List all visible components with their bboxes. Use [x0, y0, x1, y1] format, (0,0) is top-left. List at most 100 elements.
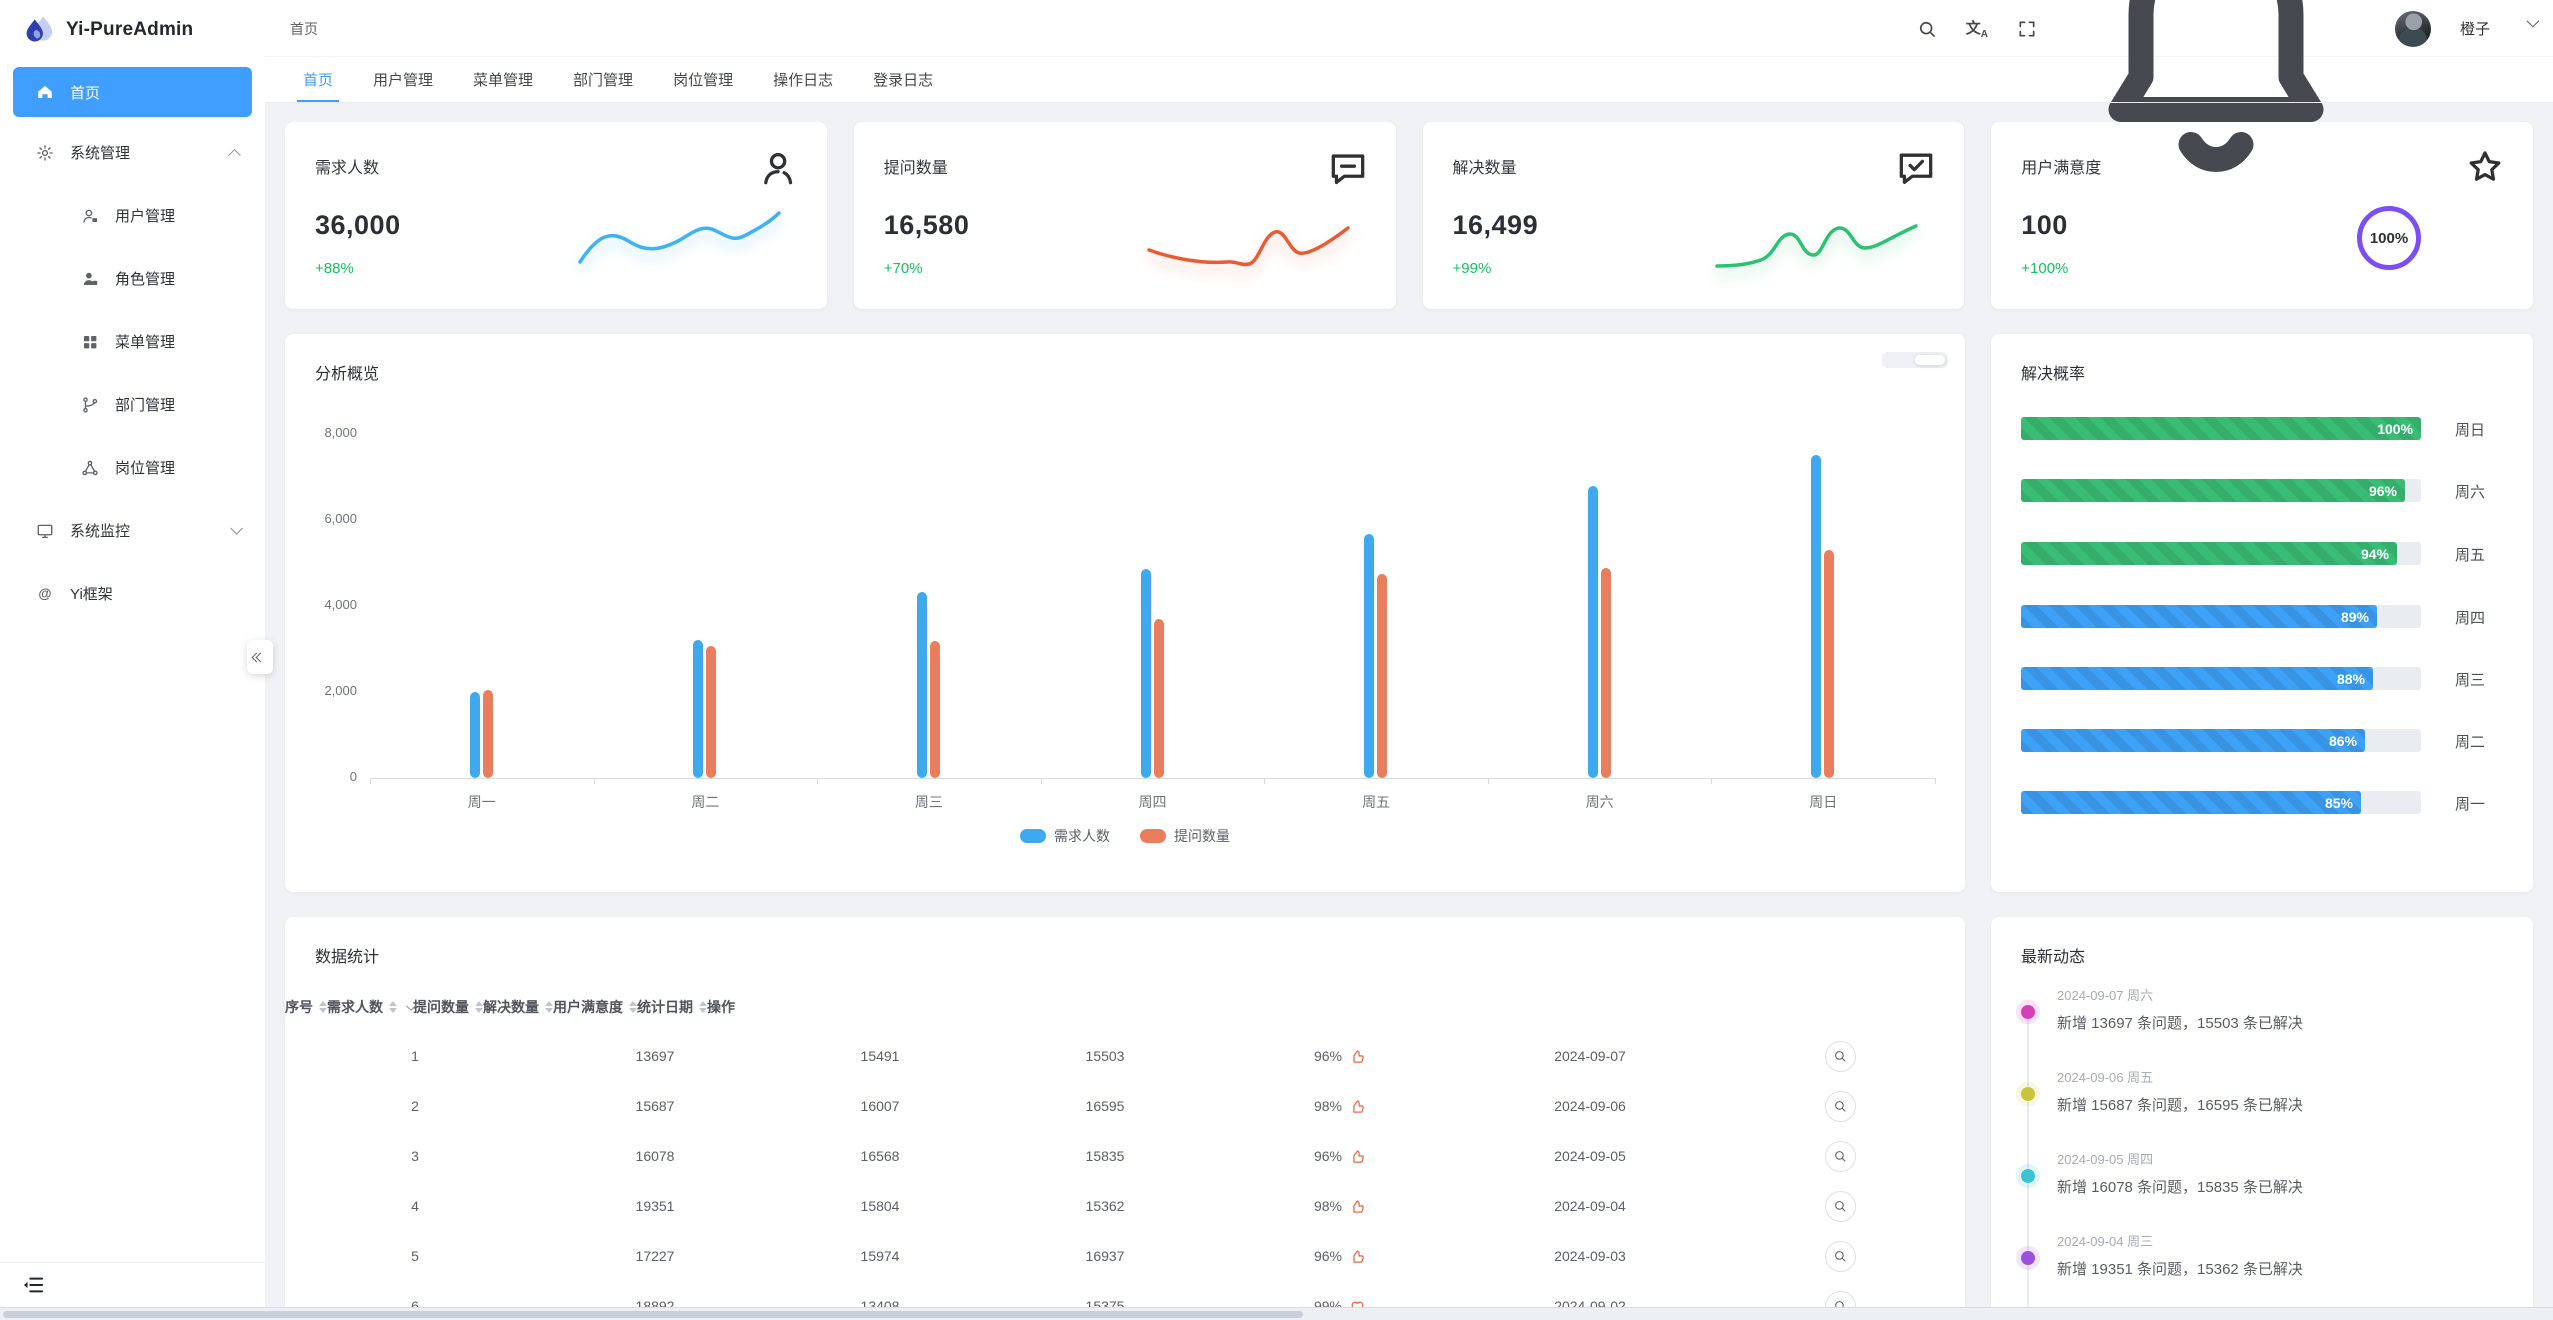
x-axis-label: 周六 [1585, 794, 1614, 810]
timeline-date: 2024-09-07 周六 [2057, 988, 2154, 1003]
y-axis-label: 8,000 [324, 425, 357, 440]
legend-item[interactable]: 需求人数 [1020, 826, 1110, 846]
bar-提问数量 [1824, 550, 1835, 778]
sidebar-item[interactable]: 首页 [13, 67, 252, 117]
x-axis-tick [370, 778, 371, 784]
magnifier-icon [1833, 1149, 1847, 1163]
fullscreen-icon[interactable] [2017, 19, 2037, 39]
tab[interactable]: 登录日志 [853, 57, 953, 102]
row-view-button[interactable] [1824, 1140, 1856, 1172]
translate-icon[interactable]: 文A [1965, 20, 1988, 40]
bar-提问数量 [706, 646, 717, 778]
table-header-cell[interactable]: 统计日期 [637, 997, 707, 1017]
table-header-cell[interactable]: 用户满意度 [553, 997, 637, 1017]
progress-fill: 86% [2021, 729, 2365, 752]
svg-text:@: @ [38, 585, 51, 600]
scrollbar-thumb[interactable] [3, 1311, 1303, 1318]
sidebar-item[interactable]: 系统监控 [0, 499, 265, 562]
sidebar-item[interactable]: 角色管理 [0, 247, 265, 310]
satisfaction-ring: 100% [2357, 206, 2421, 270]
progress-track: 86% [2021, 729, 2421, 752]
chevron-icon [228, 148, 241, 162]
tab[interactable]: 首页 [283, 57, 353, 102]
legend-label: 提问数量 [1174, 828, 1230, 844]
row-view-button[interactable] [1824, 1090, 1856, 1122]
timeline-dot [2021, 1251, 2035, 1265]
magnifier-icon [1833, 1049, 1847, 1063]
menu-fold-icon[interactable] [22, 1275, 44, 1295]
table-header-cell[interactable]: 操作 [707, 997, 735, 1017]
tab[interactable]: 部门管理 [553, 57, 653, 102]
cell-index: 3 [411, 1148, 419, 1164]
sidebar-item[interactable]: @ Yi框架 [0, 562, 265, 625]
tab[interactable]: 岗位管理 [653, 57, 753, 102]
table-header-cell[interactable]: 序号 [285, 997, 327, 1017]
username[interactable]: 橙子 [2459, 21, 2490, 38]
y-axis-label: 6,000 [324, 511, 357, 526]
cell-index: 2 [411, 1098, 419, 1114]
tab-label: 首页 [303, 72, 334, 89]
row-view-button[interactable] [1824, 1240, 1856, 1272]
x-axis-line [370, 778, 1935, 779]
week-toggle [1882, 352, 1948, 368]
bar-需求人数 [469, 692, 480, 778]
bar-需求人数 [693, 640, 704, 778]
sidebar-item-icon [81, 207, 99, 225]
app-title: Yi-PureAdmin [66, 18, 194, 40]
week-toggle-option[interactable] [1915, 355, 1945, 365]
sidebar-item-icon [81, 459, 99, 477]
table-header-cell[interactable]: 需求人数 [327, 997, 416, 1017]
sidebar-item-label: 系统管理 [70, 145, 131, 162]
sidebar-item[interactable]: 用户管理 [0, 184, 265, 247]
table-row: 3 16078 16568 15835 96% 2024-09-05 [285, 1131, 1965, 1181]
search-icon[interactable] [1917, 19, 1937, 39]
satisfaction-value: 96% [1313, 1048, 1343, 1064]
tab[interactable]: 操作日志 [753, 57, 853, 102]
sidebar-item[interactable]: 部门管理 [0, 373, 265, 436]
cell-date: 2024-09-03 [1554, 1248, 1626, 1264]
sidebar-item-icon [36, 83, 54, 101]
avatar[interactable] [2394, 10, 2431, 47]
table-header-cell[interactable]: 提问数量 [413, 997, 483, 1017]
y-axis-label: 2,000 [324, 683, 357, 698]
cell-demand: 15687 [635, 1098, 675, 1114]
timeline-item: 2024-09-05 周四 新增 16078 条问题，15835 条已解决 [2021, 1141, 2513, 1223]
tab-label: 部门管理 [573, 72, 634, 89]
stat-card: 提问数量 16,580 +70% [853, 122, 1396, 309]
table-header-cell[interactable]: 解决数量 [483, 997, 553, 1017]
tabbar-menu-button[interactable] [2509, 0, 2553, 45]
notifications-button[interactable]: 7 [2066, 0, 2366, 180]
sidebar-item[interactable]: 菜单管理 [0, 310, 265, 373]
sidebar-item-label: 首页 [70, 84, 101, 102]
tab[interactable]: 菜单管理 [453, 57, 553, 102]
row-view-button[interactable] [1824, 1040, 1856, 1072]
sidebar-item-label: Yi框架 [70, 586, 113, 603]
tabbar: 首页 用户管理 菜单管理 部门管理 岗位管理 操作日志 登录日志 [265, 57, 2553, 103]
data-statistics-card: 数据统计 序号 需求人数 提问数量 解决数量 [285, 917, 1965, 1320]
cell-demand: 19351 [635, 1198, 675, 1214]
bar-提问数量 [1377, 574, 1388, 778]
cell-index: 1 [411, 1048, 419, 1064]
sidebar-item[interactable]: 岗位管理 [0, 436, 265, 499]
timeline-line [2027, 1017, 2029, 1320]
legend-item[interactable]: 提问数量 [1140, 826, 1230, 846]
sidebar-item[interactable]: 系统管理 [0, 121, 265, 184]
table-row: 5 17227 15974 16937 96% 2024-09-03 [285, 1231, 1965, 1281]
timeline-date: 2024-09-06 周五 [2057, 1070, 2154, 1085]
row-view-button[interactable] [1824, 1190, 1856, 1222]
double-chevron-left-icon [251, 652, 266, 662]
progress-percent-label: 89% [2340, 608, 2369, 625]
logo-drop-icon [22, 13, 56, 47]
timeline-dot [2021, 1169, 2035, 1183]
stat-cards-row: 需求人数 36,000 +88% 提问数量 16,580 +70% [285, 122, 2533, 309]
sparkline-chart [1709, 200, 1924, 285]
horizontal-scrollbar[interactable] [0, 1307, 2553, 1320]
timeline-item: 2024-09-06 周五 新增 15687 条问题，16595 条已解决 [2021, 1059, 2513, 1141]
sidebar-collapse-handle[interactable] [247, 640, 273, 674]
cell-satisfaction: 96% [1215, 1048, 1465, 1065]
table-body: 1 13697 15491 15503 96% 2024-09-07 2 156… [285, 1031, 1965, 1320]
progress-day-label: 周五 [2455, 547, 2486, 564]
tab[interactable]: 用户管理 [353, 57, 453, 102]
sparkline-chart [1141, 200, 1356, 285]
cell-questions: 16568 [860, 1148, 900, 1164]
